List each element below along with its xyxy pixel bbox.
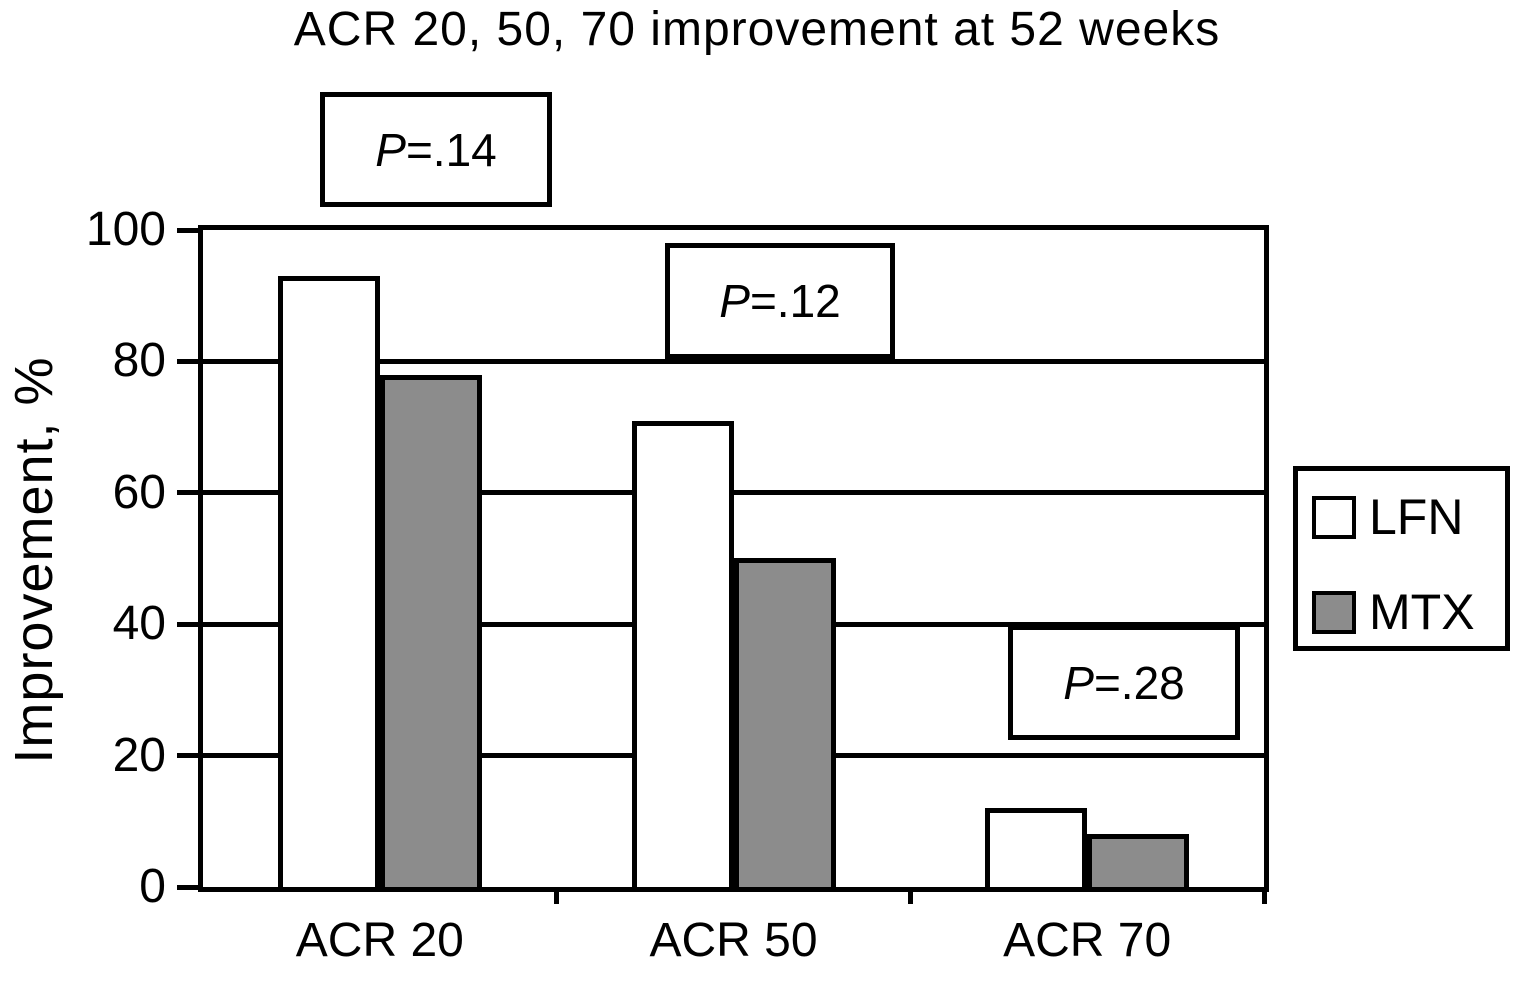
x-tick-3 — [1261, 887, 1267, 904]
pvalue-text: =.14 — [405, 123, 497, 176]
pvalue-symbol: P — [1063, 656, 1094, 709]
pvalue-text: =.28 — [1093, 656, 1185, 709]
bar-mtx-2 — [733, 558, 836, 887]
y-tick-label-20: 20 — [112, 728, 166, 782]
x-label-acr-70: ACR 70 — [1003, 914, 1172, 967]
chart-title: ACR 20, 50, 70 improvement at 52 weeks — [293, 3, 1221, 56]
y-tick-label-40: 40 — [112, 597, 166, 651]
bar-mtx-3 — [1087, 834, 1190, 887]
gridline-60 — [203, 490, 1264, 496]
pvalue-text: =.12 — [749, 275, 841, 327]
y-tick-label-100: 100 — [85, 203, 166, 256]
legend-swatch-mtx — [1312, 590, 1356, 634]
pvalue-symbol: P — [375, 123, 406, 176]
x-label-acr-50: ACR 50 — [649, 914, 818, 967]
gridline-80 — [203, 358, 1264, 364]
bar-lfn-2 — [631, 421, 734, 887]
x-tick-2 — [907, 887, 913, 904]
bar-lfn-3 — [985, 808, 1088, 887]
pvalue-symbol: P — [719, 275, 750, 327]
y-tick-60 — [177, 490, 203, 496]
y-axis-label: Improvement, % — [4, 356, 64, 764]
y-tick-0 — [177, 884, 203, 890]
y-tick-label-60: 60 — [112, 465, 166, 519]
y-tick-20 — [177, 753, 203, 759]
y-tick-40 — [177, 621, 203, 627]
legend-row-mtx: MTX — [1312, 587, 1505, 637]
legend-label-lfn: LFN — [1369, 489, 1464, 545]
legend-swatch-lfn — [1312, 495, 1356, 539]
y-tick-label-0: 0 — [139, 860, 166, 913]
legend-label-mtx: MTX — [1369, 584, 1475, 640]
pvalue-box-1: P =.14 — [320, 92, 552, 207]
legend: LFN MTX — [1293, 466, 1510, 651]
bar-mtx-1 — [379, 375, 482, 887]
pvalue-box-2: P =.12 — [665, 243, 895, 359]
y-tick-80 — [177, 358, 203, 364]
pvalue-box-3: P =.28 — [1008, 625, 1240, 740]
x-label-acr-20: ACR 20 — [295, 914, 464, 967]
legend-row-lfn: LFN — [1312, 492, 1505, 542]
y-tick-100 — [177, 227, 203, 233]
y-tick-label-80: 80 — [112, 334, 166, 388]
bar-lfn-1 — [277, 276, 380, 887]
x-tick-1 — [554, 887, 560, 904]
